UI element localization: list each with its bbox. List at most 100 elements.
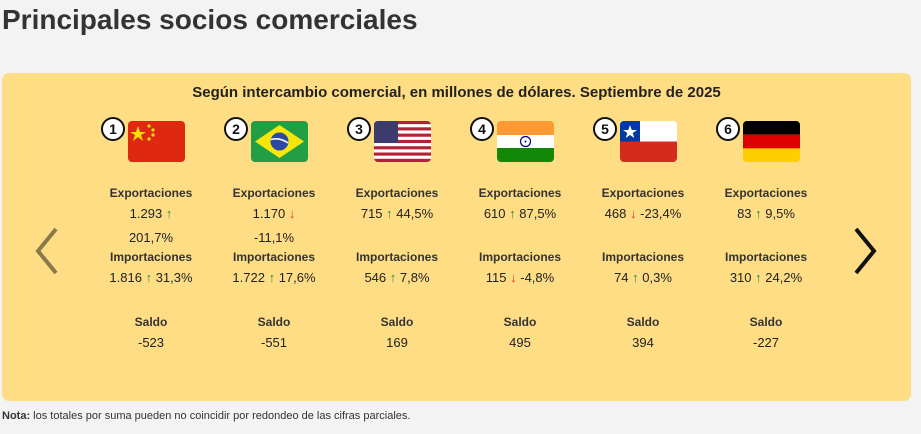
imports-value: 546 ↑ 7,8% [335, 270, 459, 285]
trade-partners-panel: Según intercambio comercial, en millones… [2, 73, 911, 401]
imports-value: 1.722 ↑ 17,6% [212, 270, 336, 285]
page-title: Principales socios comerciales [2, 4, 418, 35]
partner-flag: 6 [716, 117, 802, 163]
brazil-flag-icon [251, 121, 308, 162]
arrow-down-icon: ↓ [630, 206, 637, 221]
imports-value: 115 ↓ -4,8% [458, 270, 582, 285]
next-button[interactable] [850, 225, 880, 277]
exports-amount: 715 [360, 206, 383, 221]
balance-value: -551 [260, 335, 288, 350]
imports-label: Importaciones [232, 250, 316, 264]
partner-flag: 4 [470, 117, 556, 163]
arrow-up-icon: ↑ [632, 270, 639, 285]
rank-badge: 6 [716, 117, 740, 141]
balance-label: Saldo [749, 315, 783, 329]
exports-amount: 1.170 [252, 206, 286, 221]
imports-amount: 1.816 [109, 270, 142, 285]
exports-label: Exportaciones [724, 186, 808, 200]
balance-value: 394 [632, 335, 654, 350]
exports-label: Exportaciones [232, 186, 316, 200]
arrow-down-icon: ↓ [510, 270, 517, 285]
rank-badge: 5 [593, 117, 617, 141]
partner-card: 1 Exportaciones 1.293 ↑ 201,7% Importaciones… [89, 73, 213, 401]
footnote-label: Nota: [2, 410, 31, 422]
imports-change: 17,6% [278, 270, 316, 285]
exports-value: 610 ↑ 87,5% [458, 206, 582, 221]
exports-value: 1.293 ↑ [89, 206, 213, 221]
arrow-up-icon: ↑ [268, 270, 276, 285]
balance-value: -227 [752, 335, 780, 350]
exports-amount: 610 [483, 206, 506, 221]
partner-flag: 2 [224, 117, 310, 163]
balance-label: Saldo [380, 315, 414, 329]
exports-change: 201,7% [128, 230, 174, 245]
exports-label: Exportaciones [601, 186, 685, 200]
arrow-up-icon: ↑ [165, 206, 173, 221]
arrow-up-icon: ↑ [755, 206, 762, 221]
chevron-right-icon [854, 227, 877, 275]
balance-value: 169 [386, 335, 408, 350]
exports-change: 44,5% [396, 206, 434, 221]
exports-change-line: 201,7% [89, 230, 213, 245]
germany-flag-icon [743, 121, 800, 162]
balance-value: -523 [137, 335, 165, 350]
partner-flag: 5 [593, 117, 679, 163]
partner-card: 6 Exportaciones 83 ↑ 9,5% Importaciones 310 … [704, 73, 828, 401]
imports-value: 1.816 ↑ 31,3% [89, 270, 213, 285]
rank-badge: 4 [470, 117, 494, 141]
exports-change: -11,1% [253, 230, 295, 245]
balance-label: Saldo [134, 315, 168, 329]
exports-label: Exportaciones [355, 186, 439, 200]
exports-change-line: -11,1% [212, 230, 336, 245]
arrow-up-icon: ↑ [386, 206, 393, 221]
imports-change: 24,2% [765, 270, 803, 285]
imports-amount: 310 [729, 270, 752, 285]
rank-badge: 3 [347, 117, 371, 141]
exports-change: -23,4% [640, 206, 682, 221]
arrow-down-icon: ↓ [288, 206, 296, 221]
imports-change: 0,3% [642, 270, 672, 285]
exports-value: 1.170 ↓ [212, 206, 336, 221]
imports-label: Importaciones [601, 250, 685, 264]
partner-card: 3 Exportaciones 715 ↑ 44,5% Importaciones 54… [335, 73, 459, 401]
imports-label: Importaciones [355, 250, 439, 264]
arrow-up-icon: ↑ [755, 270, 762, 285]
imports-amount: 1.722 [232, 270, 265, 285]
partner-flag: 3 [347, 117, 433, 163]
rank-badge: 2 [224, 117, 248, 141]
exports-label: Exportaciones [109, 186, 193, 200]
exports-value: 83 ↑ 9,5% [704, 206, 828, 221]
imports-change: 31,3% [155, 270, 193, 285]
imports-value: 310 ↑ 24,2% [704, 270, 828, 285]
balance-label: Saldo [257, 315, 291, 329]
balance-label: Saldo [503, 315, 537, 329]
rank-badge: 1 [101, 117, 125, 141]
imports-value: 74 ↑ 0,3% [581, 270, 705, 285]
imports-amount: 546 [364, 270, 387, 285]
china-flag-icon [128, 121, 185, 162]
imports-change: 7,8% [399, 270, 430, 285]
imports-label: Importaciones [478, 250, 562, 264]
arrow-up-icon: ↑ [145, 270, 153, 285]
imports-change: -4,8% [520, 270, 555, 285]
arrow-up-icon: ↑ [389, 270, 397, 285]
chevron-left-icon [35, 227, 58, 275]
previous-button[interactable] [32, 225, 62, 277]
imports-amount: 115 [485, 270, 507, 285]
arrow-up-icon: ↑ [509, 206, 516, 221]
partner-card: 4 Exportaciones 610 ↑ 87,5% Importaciones 11… [458, 73, 582, 401]
exports-value: 715 ↑ 44,5% [335, 206, 459, 221]
india-flag-icon [497, 121, 554, 162]
partners-list: 1 Exportaciones 1.293 ↑ 201,7% Importaciones… [2, 73, 911, 401]
footnote-text: los totales por suma pueden no coincidir… [30, 410, 411, 422]
imports-label: Importaciones [724, 250, 808, 264]
imports-label: Importaciones [109, 250, 193, 264]
usa-flag-icon [374, 121, 431, 162]
imports-amount: 74 [614, 270, 629, 285]
chile-flag-icon [620, 121, 677, 162]
exports-label: Exportaciones [478, 186, 562, 200]
balance-label: Saldo [626, 315, 660, 329]
exports-amount: 83 [737, 206, 752, 221]
exports-change: 87,5% [519, 206, 557, 221]
exports-value: 468 ↓ -23,4% [581, 206, 705, 221]
